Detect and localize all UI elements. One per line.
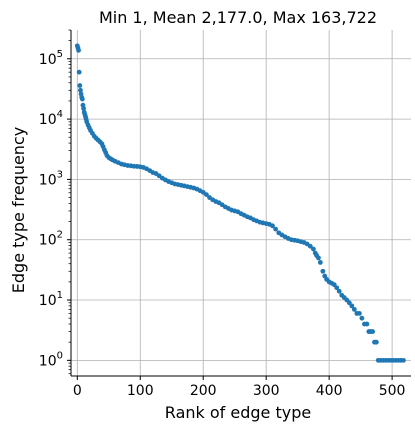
grid-layer bbox=[71, 30, 411, 376]
data-point bbox=[316, 255, 321, 261]
data-point bbox=[81, 106, 86, 111]
chart-title: Min 1, Mean 2,177.0, Max 163,722 bbox=[99, 8, 377, 27]
y-tick-exponent: 1 bbox=[57, 290, 63, 301]
x-tick-label: 0 bbox=[73, 383, 82, 399]
y-tick-base: 10 bbox=[39, 112, 57, 128]
y-tick-exponent: 4 bbox=[57, 109, 63, 120]
y-tick-label: 103 bbox=[39, 169, 63, 188]
data-point bbox=[273, 226, 279, 232]
y-tick-label: 101 bbox=[39, 290, 63, 309]
data-point bbox=[78, 87, 83, 93]
data-point bbox=[79, 96, 85, 102]
y-tick-base: 10 bbox=[39, 233, 57, 249]
y-tick-exponent: 3 bbox=[57, 169, 63, 180]
data-point bbox=[401, 357, 406, 363]
y-tick-base: 10 bbox=[39, 353, 57, 369]
data-point bbox=[317, 260, 323, 265]
data-point bbox=[370, 329, 375, 334]
x-tick-label: 400 bbox=[316, 383, 343, 399]
data-points bbox=[74, 43, 406, 363]
data-point bbox=[334, 285, 340, 291]
data-point bbox=[364, 321, 370, 327]
data-point bbox=[320, 268, 326, 274]
x-tick-label: 200 bbox=[190, 383, 217, 399]
data-point bbox=[270, 223, 275, 229]
data-point bbox=[351, 306, 357, 312]
data-point bbox=[311, 246, 316, 252]
axes-spines bbox=[70, 30, 411, 377]
y-tick-exponent: 2 bbox=[57, 230, 63, 241]
data-point bbox=[336, 288, 342, 294]
data-point bbox=[356, 311, 362, 316]
y-tick-label: 105 bbox=[39, 49, 63, 68]
data-point bbox=[349, 303, 355, 309]
y-tick-label: 102 bbox=[39, 230, 63, 249]
data-point bbox=[203, 192, 209, 197]
x-axis-label: Rank of edge type bbox=[165, 403, 311, 422]
y-tick-label: 100 bbox=[39, 350, 63, 369]
data-point bbox=[76, 47, 81, 53]
x-tick-label: 500 bbox=[379, 383, 406, 399]
data-point bbox=[76, 69, 82, 75]
y-axis-label: Edge type frequency bbox=[9, 127, 28, 293]
y-tick-base: 10 bbox=[39, 172, 57, 188]
data-point bbox=[307, 243, 313, 249]
y-tick-base: 10 bbox=[39, 293, 57, 309]
y-tick-label: 104 bbox=[39, 109, 63, 128]
data-point bbox=[359, 315, 365, 321]
data-point bbox=[373, 339, 379, 345]
y-tick-exponent: 0 bbox=[57, 350, 63, 361]
x-tick-label: 100 bbox=[127, 383, 154, 399]
x-tick-label: 300 bbox=[253, 383, 280, 399]
data-point bbox=[77, 83, 83, 88]
y-tick-exponent: 5 bbox=[57, 49, 63, 60]
y-tick-base: 10 bbox=[39, 52, 57, 68]
